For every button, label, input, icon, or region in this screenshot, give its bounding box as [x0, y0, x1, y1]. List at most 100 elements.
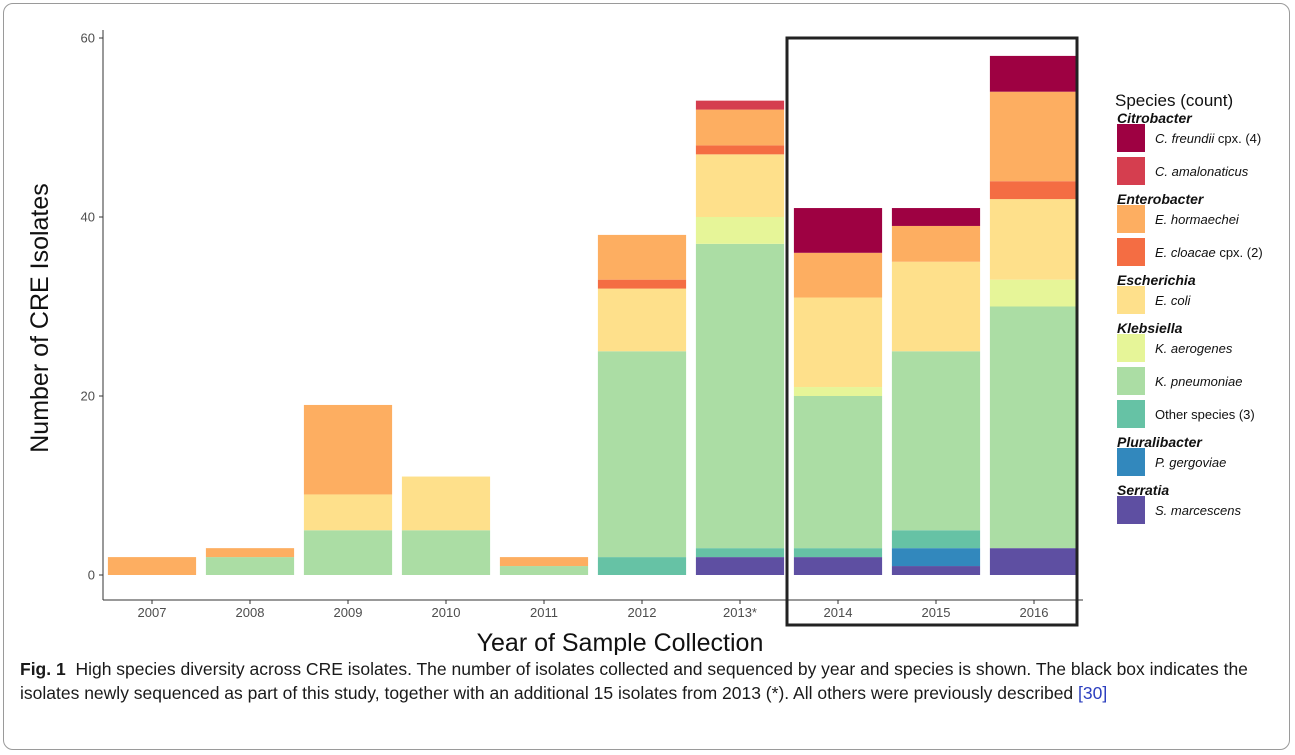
legend-item-label: C. amalonaticus [1155, 164, 1249, 179]
x-tick-label: 2012 [628, 605, 657, 620]
legend-species-name: C. freundii [1155, 131, 1215, 146]
caption-reference-link[interactable]: [30] [1078, 683, 1108, 703]
legend-item-suffix: Other species (3) [1155, 407, 1255, 422]
legend-genus-heading: Serratia [1117, 482, 1169, 498]
legend-swatch [1117, 238, 1145, 266]
legend-species-name: P. gergoviae [1155, 455, 1226, 470]
legend-swatch [1117, 400, 1145, 428]
legend-swatch [1117, 448, 1145, 476]
x-axis-title: Year of Sample Collection [477, 629, 764, 655]
legend-genus-heading: Enterobacter [1117, 191, 1205, 207]
legend-species-name: K. aerogenes [1155, 341, 1233, 356]
bar-2014-series-2 [793, 548, 883, 558]
x-tick-label: 2010 [432, 605, 461, 620]
legend-swatch [1117, 367, 1145, 395]
bar-2014-series-0 [793, 557, 883, 575]
bar-2013-series-7 [695, 109, 785, 146]
y-axis-title: Number of CRE Isolates [26, 183, 54, 453]
legend-item-label: E. coli [1155, 293, 1192, 308]
bar-2015-series-9 [891, 208, 981, 226]
bar-2012-series-2 [597, 557, 687, 575]
x-tick-label: 2014 [824, 605, 853, 620]
caption-text: High species diversity across CRE isolat… [20, 659, 1248, 703]
legend-item-label: Other species (3) [1155, 407, 1255, 422]
bar-2016-series-9 [989, 55, 1079, 92]
bar-2007-series-7 [107, 557, 197, 575]
legend-title: Species (count) [1115, 91, 1233, 110]
legend-item-label: K. aerogenes [1155, 341, 1233, 356]
bar-2011-series-3 [499, 566, 589, 575]
bar-2008-series-3 [205, 557, 295, 575]
bar-2013-series-5 [695, 154, 785, 217]
bar-2015-series-5 [891, 261, 981, 352]
bar-2015-series-3 [891, 351, 981, 531]
bar-2014-series-9 [793, 208, 883, 253]
legend-species-name: C. amalonaticus [1155, 164, 1249, 179]
bar-2014-series-7 [793, 252, 883, 298]
bar-2012-series-5 [597, 288, 687, 352]
bar-2011-series-7 [499, 557, 589, 567]
bar-2009-series-3 [303, 530, 393, 575]
bar-2014-series-4 [793, 387, 883, 396]
legend-item-label: S. marcescens [1155, 503, 1241, 518]
legend-genus-heading: Escherichia [1117, 272, 1196, 288]
legend-item-suffix: cpx. (4) [1214, 131, 1261, 146]
legend-genus-heading: Citrobacter [1117, 110, 1193, 126]
x-tick-label: 2009 [334, 605, 363, 620]
y-tick-label: 0 [88, 568, 95, 583]
bar-2016-series-5 [989, 199, 1079, 280]
legend-genus-heading: Klebsiella [1117, 320, 1183, 336]
legend-item-label: C. freundii cpx. (4) [1155, 131, 1261, 146]
bar-2015-series-0 [891, 566, 981, 575]
bar-2010-series-3 [401, 530, 491, 575]
bar-2010-series-5 [401, 476, 491, 531]
caption-label: Fig. 1 [20, 659, 66, 679]
bar-2014-series-5 [793, 297, 883, 388]
bar-2016-series-7 [989, 91, 1079, 182]
legend-swatch [1117, 496, 1145, 524]
x-tick-label: 2016 [1020, 605, 1049, 620]
bar-2015-series-1 [891, 548, 981, 567]
bar-2013-series-2 [695, 548, 785, 558]
y-tick-label: 40 [81, 210, 95, 225]
legend-genus-heading: Pluralibacter [1117, 434, 1203, 450]
bar-2013-series-3 [695, 243, 785, 549]
bar-2013-series-4 [695, 217, 785, 244]
legend-species-name: E. cloacae [1155, 245, 1216, 260]
legend-species-name: K. pneumoniae [1155, 374, 1242, 389]
bar-2013-series-8 [695, 100, 785, 110]
bar-2016-series-0 [989, 548, 1079, 575]
legend-item-label: K. pneumoniae [1155, 374, 1242, 389]
bar-2012-series-6 [597, 279, 687, 289]
highlight-box [785, 36, 1079, 627]
y-tick-label: 20 [81, 389, 95, 404]
legend-species-name: E. hormaechei [1155, 212, 1240, 227]
bar-2009-series-7 [303, 404, 393, 495]
legend-swatch [1117, 124, 1145, 152]
bar-2015-series-7 [891, 225, 981, 262]
legend-item-label: P. gergoviae [1155, 455, 1226, 470]
bar-2013-series-0 [695, 557, 785, 575]
legend-item-suffix: cpx. (2) [1216, 245, 1263, 260]
y-tick-label: 60 [81, 31, 95, 46]
legend-swatch [1117, 286, 1145, 314]
bar-2016-series-4 [989, 279, 1079, 307]
x-tick-label: 2007 [138, 605, 167, 620]
legend-swatch [1117, 205, 1145, 233]
bar-2016-series-3 [989, 306, 1079, 549]
legend-species-name: E. coli [1155, 293, 1192, 308]
bar-2012-series-7 [597, 234, 687, 280]
bar-2016-series-6 [989, 181, 1079, 200]
bar-2009-series-5 [303, 494, 393, 531]
x-tick-label: 2015 [922, 605, 951, 620]
legend-swatch [1117, 157, 1145, 185]
figure-frame [3, 3, 1290, 750]
legend-species-name: S. marcescens [1155, 503, 1241, 518]
x-tick-label: 2008 [236, 605, 265, 620]
chart: 0 20 40 60 2007 2008 2009 2010 2011 2012 2013* 2014… [26, 30, 1263, 655]
legend-swatch [1117, 334, 1145, 362]
bar-2012-series-3 [597, 351, 687, 558]
legend-item-label: E. hormaechei [1155, 212, 1240, 227]
bar-2013-series-6 [695, 145, 785, 155]
x-tick-label: 2013* [723, 605, 757, 620]
